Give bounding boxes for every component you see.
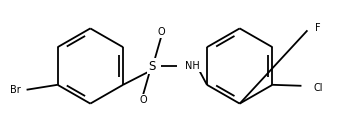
- Text: Br: Br: [10, 85, 21, 95]
- Text: S: S: [148, 60, 156, 72]
- Text: Cl: Cl: [313, 83, 323, 93]
- Text: F: F: [315, 23, 321, 33]
- Text: O: O: [139, 95, 147, 105]
- Text: NH: NH: [185, 61, 200, 71]
- Text: O: O: [157, 27, 165, 37]
